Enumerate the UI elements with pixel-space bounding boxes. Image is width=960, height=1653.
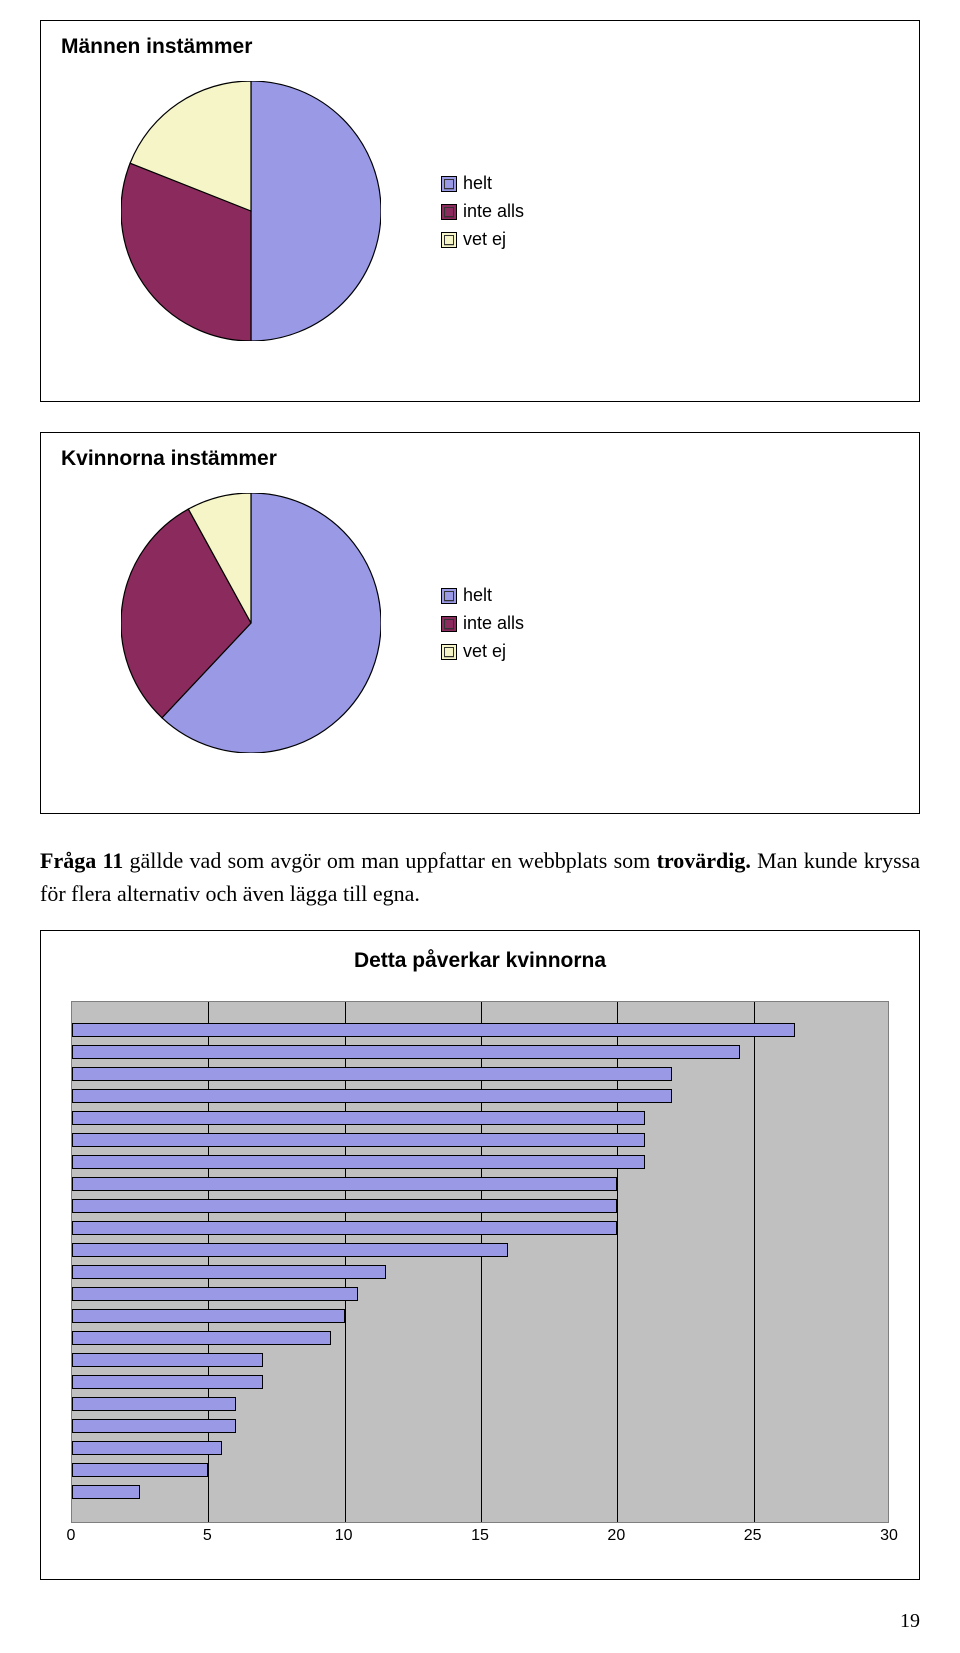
x-tick-label: 15 (471, 1527, 489, 1545)
pie-svg-men (121, 81, 381, 341)
x-axis: 051015202530 (71, 1523, 889, 1549)
legend-swatch (441, 588, 457, 604)
paragraph-prefix: Fråga 11 (40, 848, 123, 873)
legend-swatch (441, 616, 457, 632)
legend-item: helt (441, 581, 524, 609)
bar (72, 1045, 740, 1060)
bar (72, 1485, 140, 1500)
page-number: 19 (40, 1610, 920, 1633)
bar-plot-area (71, 1001, 889, 1523)
bar (72, 1309, 345, 1324)
bar (72, 1243, 508, 1258)
legend-item: vet ej (441, 225, 524, 253)
legend-item: helt (441, 169, 524, 197)
legend-label: vet ej (463, 229, 506, 249)
legend-swatch (441, 232, 457, 248)
bar (72, 1067, 672, 1082)
bar (72, 1089, 672, 1104)
gridline (754, 1002, 755, 1522)
bar (72, 1463, 208, 1478)
bar (72, 1441, 222, 1456)
x-tick-label: 10 (335, 1527, 353, 1545)
legend-item: inte alls (441, 609, 524, 637)
paragraph-bold2: trovärdig. (657, 848, 751, 873)
bar (72, 1375, 263, 1390)
pie-chart-women: Kvinnorna instämmer helt inte alls vet ej (40, 432, 920, 814)
pie-svg-women (121, 493, 381, 753)
bar (72, 1111, 645, 1126)
legend-women: helt inte alls vet ej (441, 581, 524, 665)
bar (72, 1419, 236, 1434)
question-paragraph: Fråga 11 gällde vad som avgör om man upp… (40, 844, 920, 910)
chart-title-women: Kvinnorna instämmer (61, 447, 277, 471)
bar (72, 1265, 386, 1280)
pie-chart-men: Männen instämmer helt inte alls vet ej (40, 20, 920, 402)
bar (72, 1353, 263, 1368)
legend-item: vet ej (441, 637, 524, 665)
legend-label: inte alls (463, 613, 524, 633)
legend-swatch (441, 644, 457, 660)
bar (72, 1287, 358, 1302)
bar (72, 1155, 645, 1170)
bar (72, 1331, 331, 1346)
bar (72, 1397, 236, 1412)
legend-item: inte alls (441, 197, 524, 225)
chart-title-men: Männen instämmer (61, 35, 252, 59)
legend-label: inte alls (463, 201, 524, 221)
bar (72, 1177, 617, 1192)
legend-label: vet ej (463, 641, 506, 661)
x-tick-label: 25 (744, 1527, 762, 1545)
x-tick-label: 20 (607, 1527, 625, 1545)
legend-swatch (441, 176, 457, 192)
x-tick-label: 0 (67, 1527, 76, 1545)
bar (72, 1133, 645, 1148)
bar (72, 1221, 617, 1236)
paragraph-rest: gällde vad som avgör om man uppfattar en… (123, 848, 656, 873)
pie-slice (251, 81, 381, 341)
legend-label: helt (463, 173, 492, 193)
legend-swatch (441, 204, 457, 220)
legend-men: helt inte alls vet ej (441, 169, 524, 253)
x-tick-label: 30 (880, 1527, 898, 1545)
bar (72, 1023, 795, 1038)
bar (72, 1199, 617, 1214)
bar-chart-women: Detta påverkar kvinnorna 0 5 10 15 20 25 30 (40, 930, 920, 1580)
legend-label: helt (463, 585, 492, 605)
x-tick-label: 5 (203, 1527, 212, 1545)
bar-chart-title: Detta påverkar kvinnorna (71, 949, 889, 973)
